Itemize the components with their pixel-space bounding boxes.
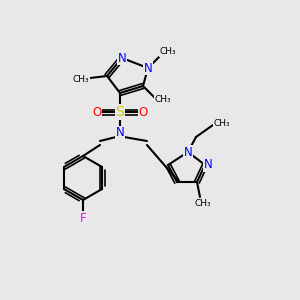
Text: CH₃: CH₃ <box>214 118 230 127</box>
Text: O: O <box>92 106 102 118</box>
Text: CH₃: CH₃ <box>155 95 171 104</box>
Text: N: N <box>116 127 124 140</box>
Text: N: N <box>184 146 192 158</box>
Text: N: N <box>144 61 152 74</box>
Text: S: S <box>116 105 124 119</box>
Text: F: F <box>80 212 86 224</box>
Text: CH₃: CH₃ <box>73 74 89 83</box>
Text: N: N <box>118 52 126 64</box>
Text: CH₃: CH₃ <box>160 47 176 56</box>
Text: CH₃: CH₃ <box>195 200 211 208</box>
Text: N: N <box>204 158 212 172</box>
Text: O: O <box>138 106 148 118</box>
